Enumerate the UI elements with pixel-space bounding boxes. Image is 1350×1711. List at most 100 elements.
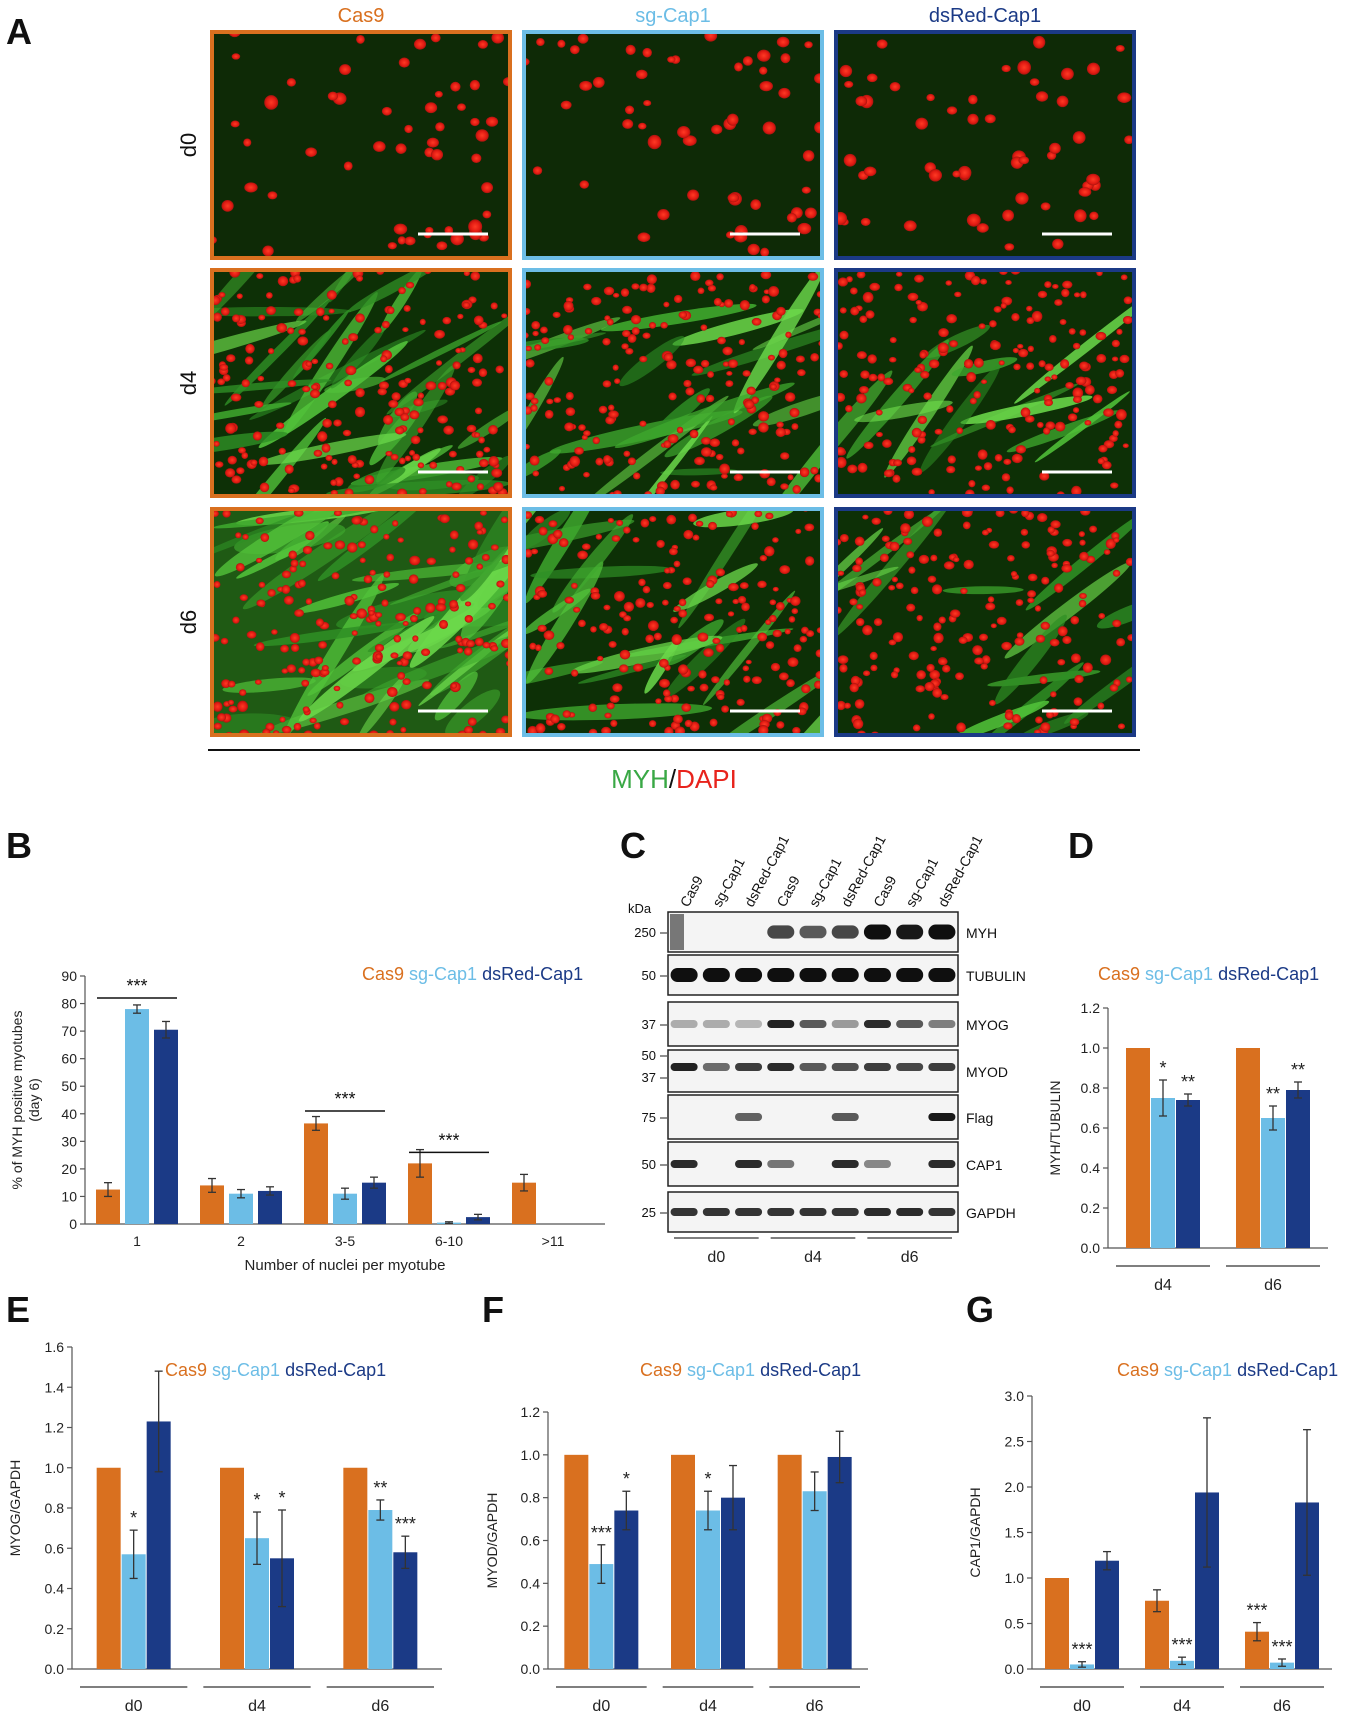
y-tick-label: 30 [61, 1133, 77, 1149]
nucleus [956, 427, 964, 435]
nucleus [1014, 637, 1025, 646]
nucleus [726, 511, 733, 518]
nucleus [855, 557, 864, 566]
nucleus [742, 56, 753, 66]
nucleus [663, 301, 670, 308]
nucleus [701, 437, 712, 445]
nucleus [437, 415, 449, 424]
nucleus [495, 365, 504, 374]
nucleus [359, 557, 366, 564]
nucleus [564, 596, 574, 604]
nucleus [1029, 78, 1040, 86]
nucleus [1035, 634, 1046, 643]
bar [258, 1190, 282, 1224]
nucleus [956, 722, 966, 733]
nucleus [1038, 360, 1046, 368]
nucleus [1051, 374, 1058, 380]
nucleus [926, 663, 935, 672]
nucleus [928, 713, 935, 720]
myotube [326, 479, 510, 496]
nucleus [298, 667, 306, 674]
nucleus [868, 373, 878, 382]
nucleus [774, 377, 781, 383]
nucleus [1015, 192, 1029, 205]
nucleus [1010, 571, 1018, 577]
nucleus [728, 583, 739, 592]
y-tick-label: 1.0 [1005, 1570, 1025, 1586]
x-category-label: 2 [237, 1233, 245, 1249]
legend: Cas9 sg-Cap1 dsRed-Cap1 [1098, 964, 1319, 984]
nucleus [769, 599, 777, 606]
nucleus [908, 651, 919, 661]
nucleus [932, 687, 943, 698]
nucleus [1033, 35, 1046, 49]
nucleus [916, 614, 923, 622]
nucleus [1027, 597, 1035, 604]
nucleus [592, 76, 605, 88]
nucleus [787, 657, 799, 668]
nucleus [927, 575, 937, 583]
nucleus [758, 411, 770, 422]
legend: Cas9 sg-Cap1 dsRed-Cap1 [640, 1360, 861, 1380]
nucleus [938, 328, 949, 338]
nucleus [915, 299, 922, 306]
nucleus [716, 693, 725, 701]
nucleus [603, 604, 611, 611]
nucleus [395, 143, 407, 154]
nucleus [1072, 342, 1081, 350]
nucleus [847, 464, 858, 474]
nucleus [314, 656, 324, 665]
nucleus [659, 678, 670, 688]
nucleus [709, 438, 721, 447]
myotube [386, 300, 510, 415]
micrograph-tile [834, 268, 1136, 498]
nucleus [1015, 445, 1027, 454]
nucleus [1054, 421, 1066, 432]
nucleus [938, 616, 946, 624]
nucleus [355, 313, 365, 323]
blot-label: CAP1 [966, 1157, 1003, 1173]
blot-frame [667, 1094, 959, 1140]
nucleus [501, 554, 510, 565]
y-tick-label: 40 [61, 1106, 77, 1122]
nucleus [917, 415, 928, 425]
nucleus [621, 627, 629, 636]
nucleus [569, 45, 580, 55]
nucleus [281, 570, 291, 579]
y-tick-label: 1.2 [45, 1420, 65, 1436]
nucleus [639, 355, 648, 363]
nucleus [698, 670, 707, 679]
nucleus [778, 87, 791, 99]
nucleus [256, 273, 264, 279]
panel-letter-a: A [6, 11, 32, 52]
nucleus [1122, 315, 1133, 325]
nucleus [557, 39, 566, 48]
nucleus [445, 481, 453, 488]
nucleus [666, 359, 677, 370]
significance-mark: ** [1266, 1084, 1280, 1104]
nucleus [1065, 381, 1074, 389]
nucleus [689, 429, 699, 439]
nucleus [1011, 312, 1020, 322]
nucleus [797, 369, 806, 377]
nucleus [356, 608, 368, 619]
nucleus [892, 474, 901, 483]
micrograph-background [524, 32, 822, 258]
nucleus [683, 379, 692, 388]
nucleus [854, 536, 865, 547]
nucleus [764, 546, 775, 557]
nucleus [946, 405, 954, 413]
nucleus [1037, 513, 1048, 523]
nucleus [1054, 583, 1064, 593]
nucleus [330, 479, 338, 486]
nucleus [980, 663, 988, 670]
marker-label: 75 [642, 1110, 656, 1125]
nucleus [856, 270, 866, 279]
nucleus [374, 326, 382, 334]
nucleus [933, 632, 944, 644]
nucleus [632, 663, 644, 672]
lane-label: dsRed-Cap1 [934, 832, 985, 909]
nucleus [804, 41, 813, 49]
nucleus [364, 693, 375, 704]
nucleus [839, 370, 849, 378]
